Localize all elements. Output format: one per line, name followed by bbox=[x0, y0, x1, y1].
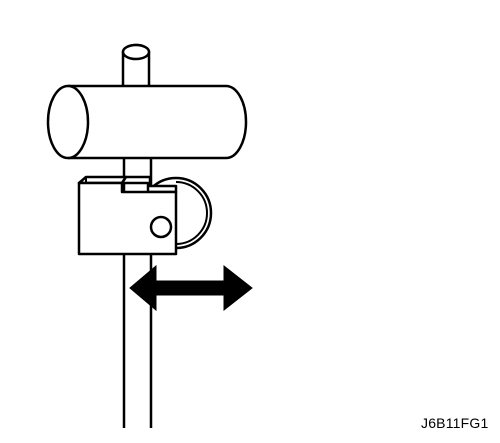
clamp-block bbox=[77, 175, 178, 256]
cylinder bbox=[46, 84, 248, 160]
figure-code-label: J6B11FG1 bbox=[421, 415, 489, 431]
pin-knob bbox=[149, 215, 173, 239]
double-arrow bbox=[129, 264, 253, 312]
